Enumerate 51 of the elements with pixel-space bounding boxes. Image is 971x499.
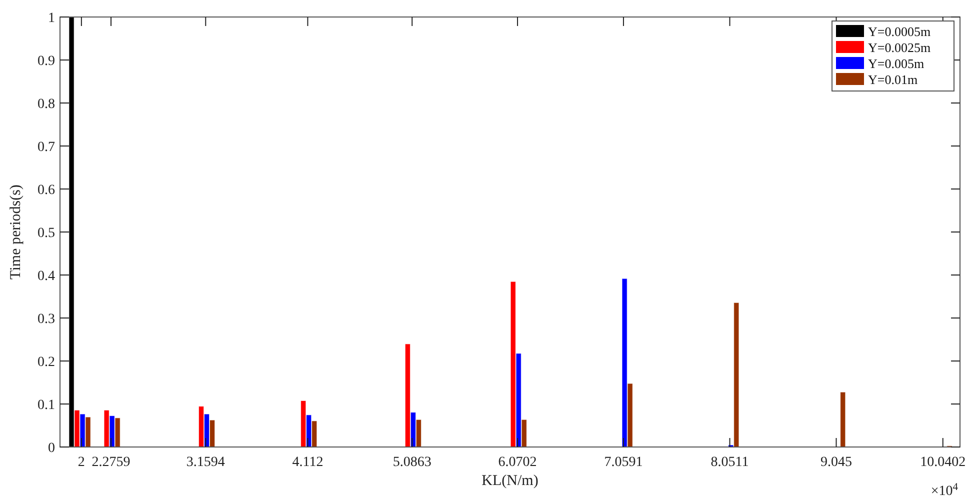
y-tick-label: 0.6 — [38, 183, 55, 198]
bar — [68, 16, 74, 448]
y-axis-title: Time periods(s) — [8, 184, 24, 280]
bar — [80, 414, 86, 448]
text: ×10$^{4}$ — [930, 482, 959, 499]
legend-label: Y=0.005m — [868, 56, 924, 71]
bar — [312, 420, 317, 448]
y-tick-label: 0.8 — [38, 97, 55, 112]
legend-label: Y=0.01m — [868, 72, 918, 87]
y-tick-label: 0 — [48, 441, 55, 456]
x-tick-label: 6.0702 — [498, 455, 537, 470]
y-tick-label: 0.1 — [38, 398, 55, 413]
bar — [410, 412, 416, 448]
bar — [510, 282, 516, 448]
bar — [74, 410, 80, 448]
x-tick-label: 4.112 — [292, 455, 324, 470]
bar — [734, 302, 739, 448]
y-tick-label: 0.4 — [38, 269, 55, 284]
x-axis-title: KL(N/m) — [482, 473, 538, 489]
legend-label: Y=0.0005m — [868, 24, 931, 39]
x-tick-label: 7.0591 — [604, 455, 643, 470]
bar — [405, 344, 410, 448]
bar — [110, 416, 115, 448]
x-tick-label: 9.045 — [820, 455, 852, 470]
bar — [622, 278, 628, 448]
y-tick-label: 0.9 — [38, 54, 55, 69]
y-tick-label: 0.7 — [38, 140, 55, 155]
x-tick-label: 5.0863 — [392, 455, 432, 470]
y-tick-label: 0.2 — [38, 355, 55, 370]
bar — [416, 420, 422, 448]
y-tick-label: 0.5 — [38, 226, 55, 241]
bar — [628, 383, 633, 448]
bar — [840, 392, 846, 448]
x-tick-label: 8.0511 — [710, 455, 749, 470]
x-tick-label: 2.2759 — [92, 455, 130, 470]
legend-label: Y=0.0025m — [868, 40, 931, 55]
x-tick-label: 3.1594 — [186, 455, 225, 470]
bar — [516, 353, 522, 448]
x-tick-label: 10.0402 — [920, 455, 966, 470]
bar — [104, 410, 110, 448]
bar — [210, 420, 215, 448]
bar — [198, 406, 204, 448]
bar — [85, 417, 91, 448]
bar — [306, 414, 312, 448]
bar — [115, 418, 120, 448]
y-tick-label: 0.3 — [38, 312, 55, 327]
x-tick-label: 2 — [78, 455, 85, 470]
bar — [300, 400, 306, 448]
y-tick-label: 1 — [48, 11, 55, 26]
bar — [522, 420, 527, 448]
bar — [204, 414, 210, 448]
